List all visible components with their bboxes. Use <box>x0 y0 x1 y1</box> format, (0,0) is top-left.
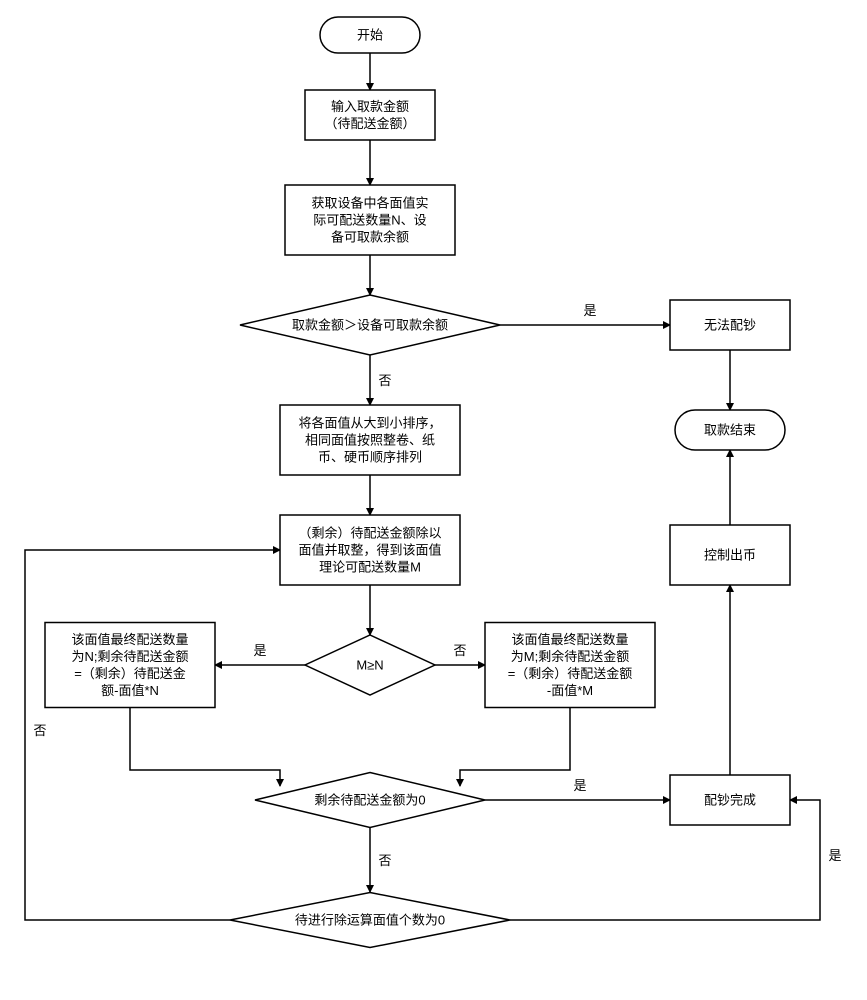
edge-label-cond4-done: 是 <box>828 848 841 863</box>
edge-label-cond3-done: 是 <box>573 778 586 793</box>
node-done-label-0: 配钞完成 <box>704 792 756 807</box>
node-end-label-0: 取款结束 <box>704 422 756 437</box>
edge-label-cond1-sort: 否 <box>378 373 391 388</box>
node-cond1: 取款金额＞设备可取款余额 <box>240 295 500 355</box>
node-getinfo-label-0: 获取设备中各面值实 <box>311 195 428 210</box>
node-end: 取款结束 <box>675 410 785 450</box>
node-dispense: 控制出币 <box>670 525 790 585</box>
node-input-label-0: 输入取款金额 <box>331 99 409 114</box>
node-branchYes-label-1: 为N;剩余待配送金额 <box>71 649 188 664</box>
edge-branchNo-cond3 <box>460 707 570 786</box>
nodes: 开始输入取款金额 （待配送金额） 获取设备中各面值实际可配送数量N、设备可取款余额取… <box>45 17 790 948</box>
node-fail: 无法配钞 <box>670 300 790 350</box>
node-sort-label-2: 币、硬币顺序排列 <box>318 449 422 464</box>
node-cond3: 剩余待配送金额为0 <box>255 773 485 828</box>
node-cond2-label-0: M≥N <box>356 657 383 672</box>
node-getinfo: 获取设备中各面值实际可配送数量N、设备可取款余额 <box>285 185 455 255</box>
node-branchNo-label-1: 为M;剩余待配送金额 <box>511 649 629 664</box>
node-branchNo: 该面值最终配送数量为M;剩余待配送金额 =（剩余）待配送金额 -面值*M <box>485 623 655 708</box>
node-getinfo-label-2: 备可取款余额 <box>331 229 409 244</box>
node-input: 输入取款金额 （待配送金额） <box>305 90 435 140</box>
node-getinfo-label-1: 际可配送数量N、设 <box>313 212 426 227</box>
node-divide-label-2: 理论可配送数量M <box>319 559 421 574</box>
node-cond3-label-0: 剩余待配送金额为0 <box>314 792 425 807</box>
node-done: 配钞完成 <box>670 775 790 825</box>
edge-label-cond3-cond4: 否 <box>378 853 391 868</box>
node-fail-label-0: 无法配钞 <box>704 317 756 332</box>
node-divide: （剩余）待配送金额除以面值并取整，得到该面值理论可配送数量M <box>280 515 460 585</box>
node-branchNo-label-0: 该面值最终配送数量 <box>511 632 628 647</box>
node-input-label-1: （待配送金额） <box>324 116 415 131</box>
edge-cond4-divide <box>25 550 280 920</box>
node-sort: 将各面值从大到小排序， 相同面值按照整卷、纸币、硬币顺序排列 <box>280 405 460 475</box>
edge-label-cond1-fail: 是 <box>583 303 596 318</box>
node-start: 开始 <box>320 17 420 53</box>
node-divide-label-0: （剩余）待配送金额除以 <box>298 525 441 540</box>
edge-label-cond2-branchYes: 是 <box>253 643 266 658</box>
flowchart-diagram: 是否是否是否否是开始输入取款金额（待配送金额）获取设备中各面值实际可配送数量N、… <box>0 0 867 1000</box>
node-sort-label-0: 将各面值从大到小排序， <box>298 415 441 430</box>
edge-label-cond2-branchNo: 否 <box>453 643 466 658</box>
node-branchYes-label-2: =（剩余）待配送金 <box>74 666 186 681</box>
node-branchYes-label-0: 该面值最终配送数量 <box>71 632 188 647</box>
node-cond2: M≥N <box>305 635 435 695</box>
node-branchYes-label-3: 额-面值*N <box>101 683 159 698</box>
node-sort-label-1: 相同面值按照整卷、纸 <box>305 432 435 447</box>
node-start-label-0: 开始 <box>357 27 383 42</box>
node-branchNo-label-3: -面值*M <box>547 683 593 698</box>
node-divide-label-1: 面值并取整，得到该面值 <box>298 542 441 557</box>
node-cond4: 待进行除运算面值个数为0 <box>230 893 510 948</box>
edge-label-cond4-divide: 否 <box>33 723 46 738</box>
node-branchNo-label-2: =（剩余）待配送金额 <box>508 666 633 681</box>
node-dispense-label-0: 控制出币 <box>704 547 756 562</box>
edge-branchYes-cond3 <box>130 707 280 786</box>
node-cond1-label-0: 取款金额＞设备可取款余额 <box>292 317 448 332</box>
node-branchYes: 该面值最终配送数量为N;剩余待配送金额 =（剩余）待配送金额-面值*N <box>45 623 215 708</box>
node-cond4-label-0: 待进行除运算面值个数为0 <box>295 912 445 927</box>
